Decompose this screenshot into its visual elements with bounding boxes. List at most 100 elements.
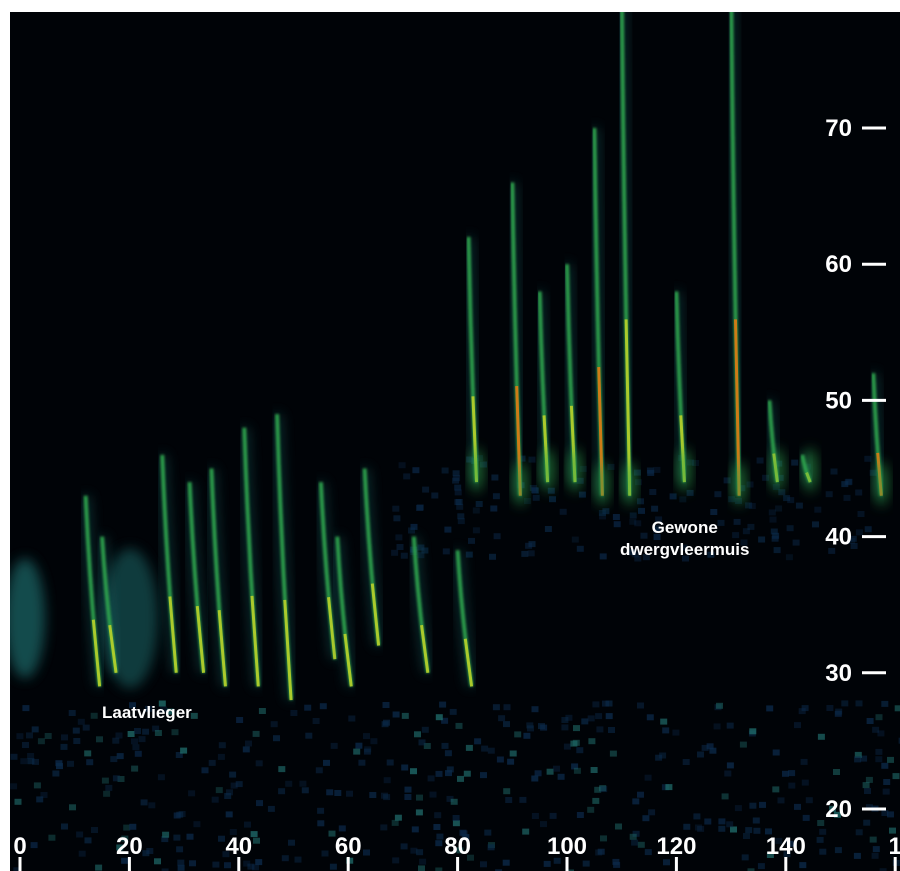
noise-cell <box>166 708 174 715</box>
noise-cell <box>278 788 286 795</box>
noise-cell <box>474 738 482 745</box>
noise-cell <box>756 457 764 464</box>
x-tick-label: 1 <box>889 833 900 860</box>
noise-cell <box>595 849 603 856</box>
noise-cell <box>553 765 560 772</box>
noise-cell <box>225 811 233 818</box>
noise-cell <box>607 463 615 470</box>
noise-cell <box>571 536 579 543</box>
noise-cell <box>592 701 600 708</box>
noise-cell <box>771 535 779 542</box>
x-tick-label: 80 <box>444 833 471 860</box>
noise-cell <box>101 777 109 784</box>
noise-cell <box>410 523 418 530</box>
noise-cell <box>640 532 648 539</box>
noise-cell <box>386 759 394 766</box>
call-core <box>217 610 227 687</box>
noise-cell <box>86 759 94 766</box>
noise-cell <box>528 541 536 548</box>
noise-cell <box>660 718 668 725</box>
noise-cell <box>713 723 721 730</box>
noise-cell <box>481 745 489 752</box>
noise-cell <box>188 790 196 797</box>
noise-cell <box>129 702 136 709</box>
noise-cell <box>741 854 749 861</box>
noise-cell <box>576 545 584 552</box>
call-knee <box>803 448 818 493</box>
call-core <box>370 583 381 646</box>
noise-cell <box>602 700 609 707</box>
noise-cell <box>429 791 437 798</box>
noise-cell <box>369 792 377 798</box>
noise-cell <box>732 532 740 539</box>
noise-cell <box>348 715 356 722</box>
noise-cell <box>631 839 639 846</box>
noise-cell <box>726 722 734 729</box>
noise-cell <box>449 708 457 715</box>
noise-cell <box>396 544 404 550</box>
noise-cell <box>894 705 900 712</box>
noise-cell <box>465 551 473 558</box>
y-tick-label: 60 <box>825 251 852 278</box>
noise-cell <box>466 456 474 463</box>
noise-cell <box>503 721 510 728</box>
noise-cell <box>77 718 85 725</box>
noise-cell <box>579 465 587 472</box>
noise-cell <box>462 834 470 841</box>
noise-cell <box>55 760 63 767</box>
noise-cell <box>663 859 670 866</box>
noise-cell <box>431 492 439 499</box>
noise-cell <box>33 782 41 789</box>
call-core <box>327 597 337 660</box>
noise-cell <box>788 770 796 777</box>
noise-cell <box>786 840 794 847</box>
noise-cell <box>765 828 772 835</box>
noise-cell <box>549 496 556 503</box>
noise-cell <box>112 737 120 744</box>
noise-cell <box>531 775 539 782</box>
noise-cell <box>833 769 840 775</box>
noise-cell <box>256 800 263 807</box>
noise-cell <box>68 710 76 716</box>
noise-cell <box>258 708 266 714</box>
noise-cell <box>400 843 408 850</box>
call-knee <box>469 448 484 493</box>
noise-cell <box>753 827 761 834</box>
noise-cell <box>659 752 667 759</box>
noise-cell <box>697 825 705 832</box>
noise-cell <box>355 742 363 749</box>
noise-cell <box>540 821 547 828</box>
x-tick-label: 20 <box>116 833 143 860</box>
noise-cell <box>864 526 872 533</box>
noise-cell <box>30 842 38 849</box>
noise-cell <box>40 792 48 798</box>
noise-cell <box>10 783 18 790</box>
noise-cell <box>403 473 411 480</box>
noise-cell <box>211 796 219 803</box>
noise-cell <box>865 776 873 783</box>
y-tick-label: 20 <box>825 796 852 823</box>
noise-cell <box>453 475 461 482</box>
noise-cell <box>653 527 661 534</box>
noise-cell <box>330 742 338 749</box>
noise-cell <box>892 773 900 780</box>
noise-cell <box>32 758 39 765</box>
noise-cell <box>854 756 862 763</box>
noise-cell <box>61 734 68 741</box>
annotation-gewone-dwergvleermuis: Gewone dwergvleermuis <box>620 518 750 559</box>
noise-cell <box>253 837 260 844</box>
noise-cell <box>10 753 18 760</box>
noise-cell <box>421 547 429 554</box>
noise-cell <box>14 798 22 805</box>
noise-cell <box>493 533 501 540</box>
noise-cell <box>565 714 573 721</box>
noise-cell <box>27 753 35 759</box>
noise-cell <box>116 753 124 760</box>
noise-cell <box>460 830 468 837</box>
noise-cell <box>445 770 452 777</box>
noise-cell <box>762 474 770 481</box>
noise-cell <box>20 758 28 765</box>
noise-cell <box>655 516 663 523</box>
noise-cell <box>452 815 460 821</box>
noise-cell <box>267 805 275 812</box>
